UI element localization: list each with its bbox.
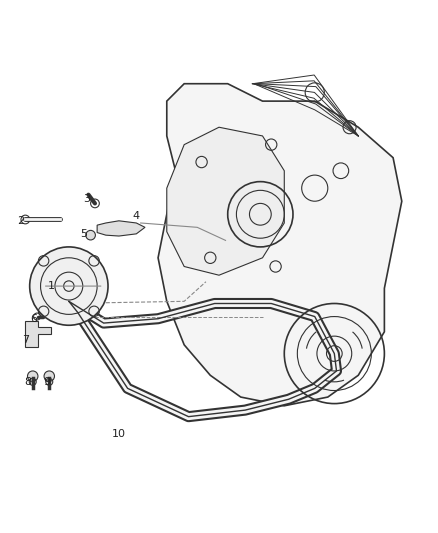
Polygon shape xyxy=(25,321,51,347)
Text: 5: 5 xyxy=(81,229,88,239)
Circle shape xyxy=(86,230,95,240)
Text: 8: 8 xyxy=(24,377,31,387)
Text: 4: 4 xyxy=(133,212,140,221)
Text: 9: 9 xyxy=(43,377,51,387)
Circle shape xyxy=(30,247,108,325)
Polygon shape xyxy=(167,127,284,275)
Polygon shape xyxy=(97,221,145,236)
Circle shape xyxy=(28,371,38,382)
Circle shape xyxy=(44,371,54,382)
Polygon shape xyxy=(158,84,402,406)
Text: 7: 7 xyxy=(22,335,29,345)
Text: 10: 10 xyxy=(112,429,126,439)
Text: 2: 2 xyxy=(18,216,25,226)
Text: 3: 3 xyxy=(83,194,90,204)
Text: 6: 6 xyxy=(31,314,38,324)
Text: 1: 1 xyxy=(48,281,55,291)
